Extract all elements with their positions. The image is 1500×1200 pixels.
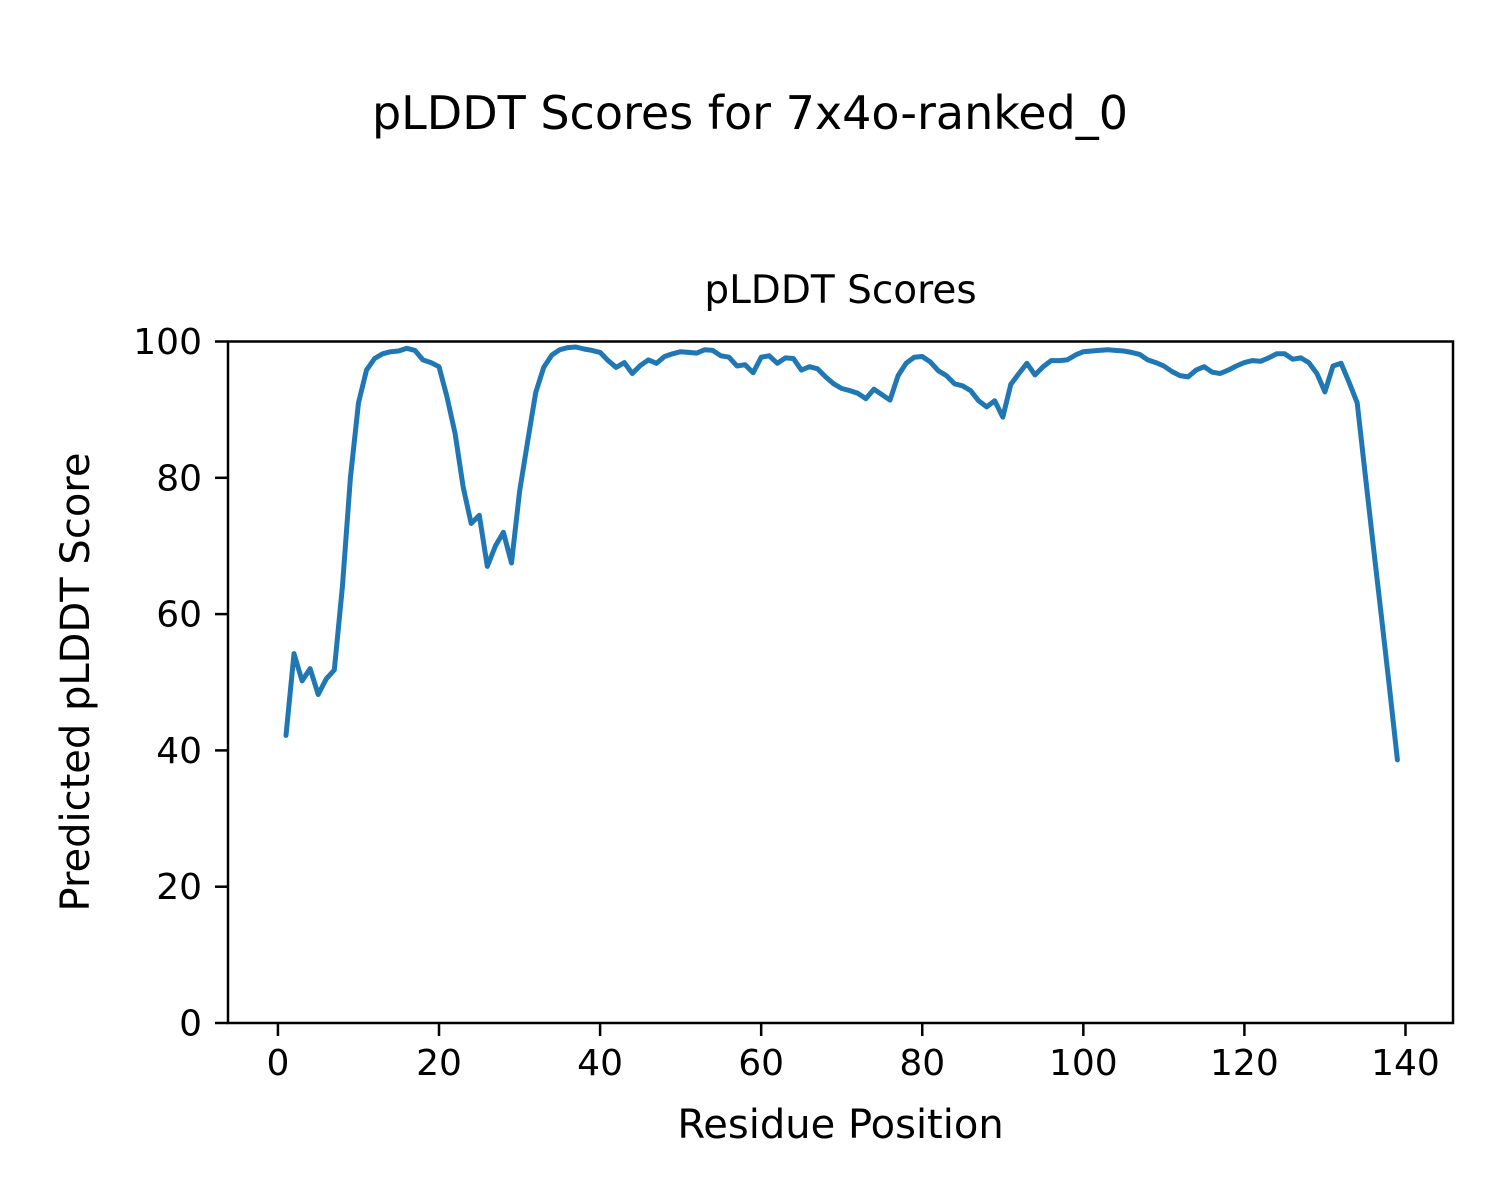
x-tick-label: 20 <box>416 1043 462 1084</box>
y-tick-label: 40 <box>156 731 202 772</box>
x-tick-label: 80 <box>899 1043 945 1084</box>
x-tick-label: 40 <box>577 1043 623 1084</box>
plddt-line <box>283 344 1400 763</box>
x-tick-label: 140 <box>1371 1043 1440 1084</box>
x-axis-ticks: 0 20 40 60 80 100 120 140 <box>266 1023 1440 1084</box>
x-axis-label: Residue Position <box>677 1102 1004 1148</box>
y-tick-label: 0 <box>179 1004 202 1045</box>
x-tick-label: 120 <box>1210 1043 1279 1084</box>
y-tick-label: 60 <box>156 595 202 636</box>
y-tick-label: 100 <box>133 322 202 363</box>
x-tick-label: 100 <box>1049 1043 1118 1084</box>
figure-title: pLDDT Scores for 7x4o-ranked_0 <box>371 86 1129 140</box>
y-axis-ticks: 0 20 40 60 80 100 <box>133 322 228 1045</box>
y-tick-label: 80 <box>156 458 202 499</box>
x-tick-label: 0 <box>266 1043 289 1084</box>
plot-area <box>226 340 1455 1025</box>
y-tick-label: 20 <box>156 867 202 908</box>
axes-title: pLDDT Scores <box>704 268 977 313</box>
x-tick-label: 60 <box>738 1043 784 1084</box>
